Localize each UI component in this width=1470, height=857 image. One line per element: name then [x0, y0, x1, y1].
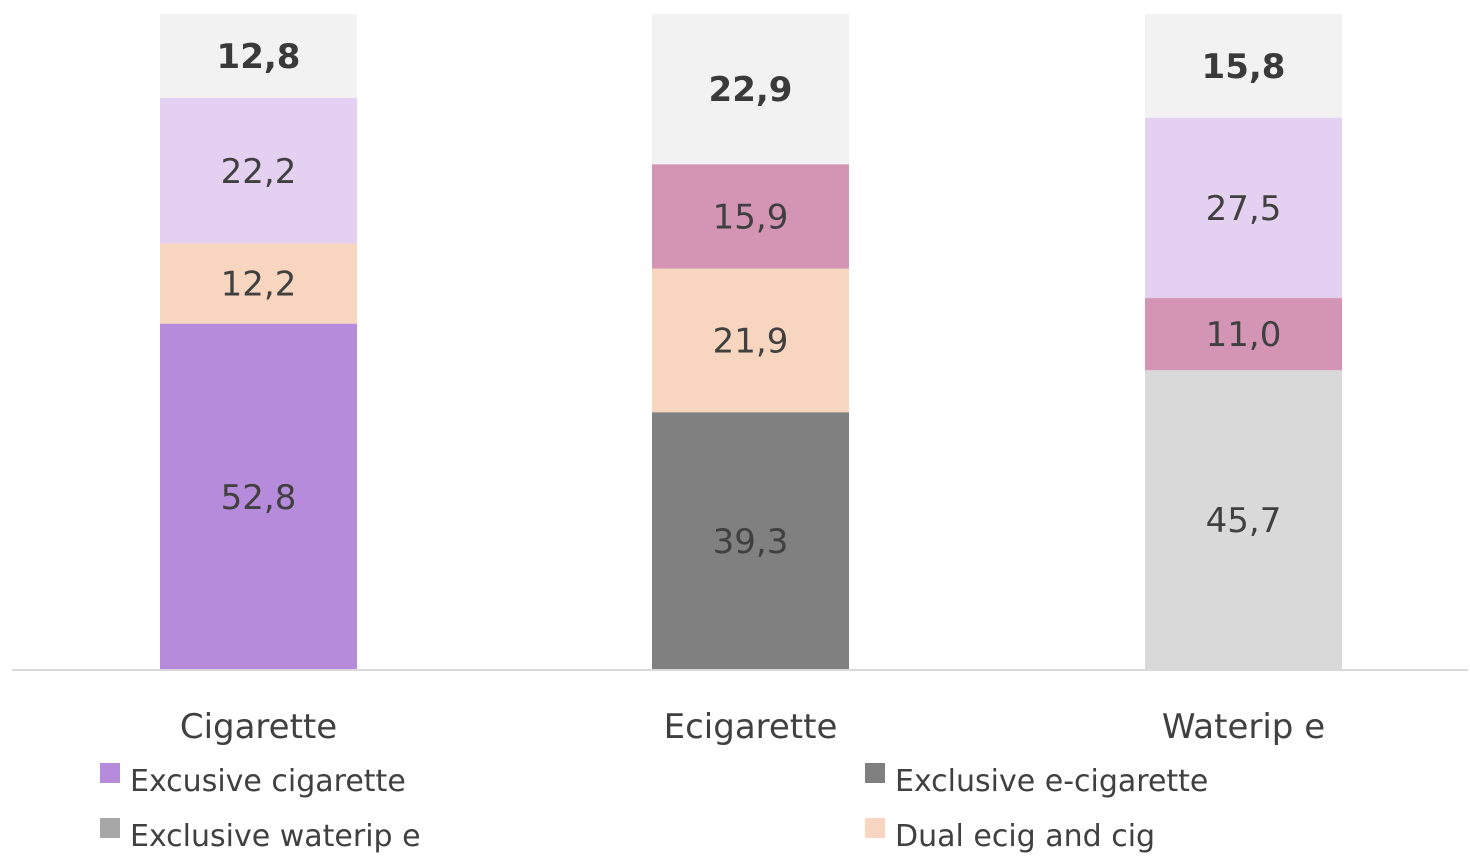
- bar-cigarette-segment-0: [160, 323, 357, 670]
- bar-waterip-e-segment-5: [1145, 117, 1342, 299]
- bar-ecigarette-segment-6: [652, 14, 849, 165]
- data-label-cigarette-3: 12,2: [221, 265, 297, 305]
- bar-ecigarette-segment-4: [652, 164, 849, 269]
- data-label-cigarette-0: 52,8: [221, 478, 297, 518]
- data-label-ecigarette-3: 21,9: [713, 321, 789, 361]
- bar-ecigarette-segment-1: [652, 412, 849, 670]
- data-label-cigarette-6: 12,8: [217, 37, 301, 77]
- bars-group: [160, 14, 1342, 670]
- data-label-waterip-e-6: 15,8: [1202, 47, 1286, 87]
- category-labels-group: Cigarette Ecigarette Waterip e: [180, 707, 1325, 747]
- bar-cigarette-segment-3: [160, 243, 357, 324]
- segment-labels-group: 52,8 12,2 22,2 12,8 39,3 21,9 15,9 22,9 45,7 11,0…: [217, 37, 1286, 562]
- bar-ecigarette-segment-3: [652, 268, 849, 413]
- legend-item-exclusive-e-cigarette: Exclusive e-cigarette: [865, 763, 1208, 799]
- legend-item-exclusive-waterip-e: Exclusive waterip e: [100, 818, 421, 854]
- data-label-ecigarette-1: 39,3: [713, 522, 789, 562]
- category-label-ecigarette: Ecigarette: [664, 707, 838, 747]
- data-label-ecigarette-6: 22,9: [709, 70, 793, 110]
- legend-label-excusive-cigarette: Excusive cigarette: [130, 764, 406, 799]
- legend-item-dual-ecig-and-cig: Dual ecig and cig: [865, 818, 1155, 854]
- bar-waterip-e-segment-6: [1145, 14, 1342, 118]
- legend-label-dual-ecig-and-cig: Dual ecig and cig: [895, 819, 1155, 854]
- legend-label-exclusive-e-cigarette: Exclusive e-cigarette: [895, 764, 1208, 799]
- data-label-waterip-e-2: 45,7: [1206, 501, 1282, 541]
- data-label-waterip-e-4: 11,0: [1206, 315, 1282, 355]
- legend: Excusive cigarette Exclusive e-cigarette E…: [100, 763, 1208, 854]
- bar-waterip-e-segment-4: [1145, 298, 1342, 371]
- bar-cigarette-segment-5: [160, 97, 357, 244]
- legend-swatch-exclusive-e-cigarette: [865, 763, 885, 783]
- legend-label-exclusive-waterip-e: Exclusive waterip e: [130, 819, 421, 854]
- legend-swatch-exclusive-waterip-e: [100, 818, 120, 838]
- data-label-ecigarette-4: 15,9: [713, 197, 789, 237]
- bar-waterip-e-segment-2: [1145, 370, 1342, 670]
- legend-swatch-dual-ecig-and-cig: [865, 818, 885, 838]
- data-label-waterip-e-5: 27,5: [1206, 189, 1282, 229]
- legend-item-excusive-cigarette: Excusive cigarette: [100, 763, 406, 799]
- bar-cigarette-segment-6: [160, 14, 357, 98]
- category-label-cigarette: Cigarette: [180, 707, 337, 747]
- data-label-cigarette-5: 22,2: [221, 152, 297, 192]
- category-label-waterip-e: Waterip e: [1162, 707, 1325, 747]
- legend-swatch-excusive-cigarette: [100, 763, 120, 783]
